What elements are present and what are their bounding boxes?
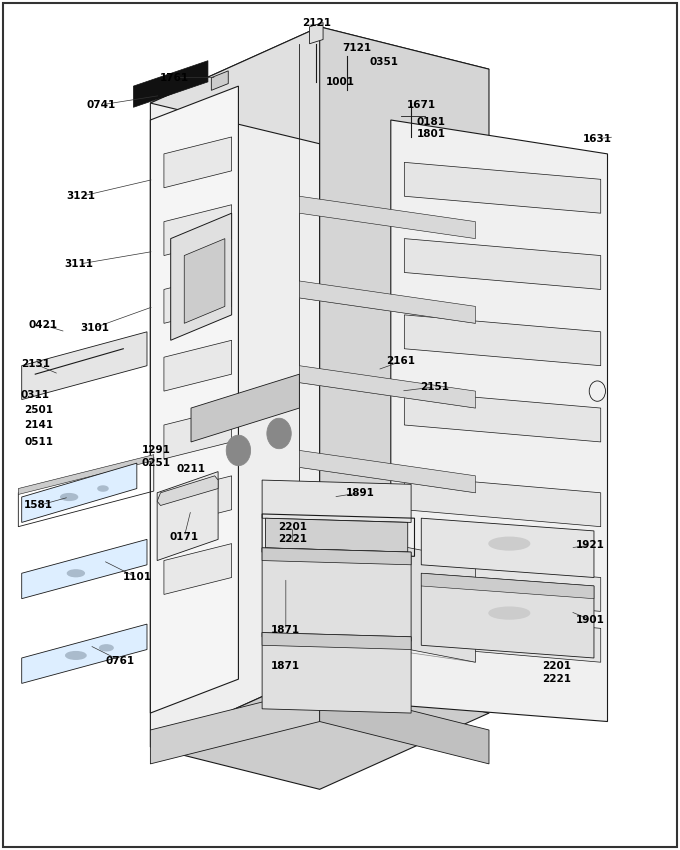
Polygon shape [405, 239, 600, 290]
Text: 1291: 1291 [141, 445, 170, 456]
Text: 1001: 1001 [326, 76, 354, 87]
Text: 7121: 7121 [342, 43, 371, 53]
Polygon shape [133, 60, 208, 107]
Polygon shape [150, 27, 320, 747]
Text: 1901: 1901 [576, 615, 605, 625]
Polygon shape [422, 518, 594, 577]
Ellipse shape [98, 486, 108, 491]
Polygon shape [262, 632, 411, 713]
Polygon shape [150, 27, 489, 145]
Ellipse shape [99, 645, 113, 651]
Text: 0311: 0311 [21, 390, 50, 400]
Text: 2131: 2131 [21, 359, 50, 369]
Text: 0181: 0181 [417, 116, 446, 127]
Text: 1871: 1871 [271, 625, 301, 635]
Ellipse shape [489, 607, 530, 619]
Polygon shape [22, 332, 147, 400]
Text: 1871: 1871 [271, 661, 301, 672]
Polygon shape [191, 374, 299, 442]
Polygon shape [422, 573, 594, 598]
Polygon shape [211, 71, 228, 90]
Polygon shape [164, 205, 232, 256]
Polygon shape [22, 624, 147, 683]
Text: 0211: 0211 [177, 464, 205, 474]
Polygon shape [265, 518, 408, 552]
Circle shape [267, 418, 291, 449]
Polygon shape [164, 273, 232, 323]
Polygon shape [262, 480, 411, 523]
Text: 1631: 1631 [583, 133, 612, 144]
Polygon shape [150, 671, 489, 790]
Polygon shape [164, 340, 232, 391]
Polygon shape [262, 548, 411, 641]
Polygon shape [299, 281, 475, 323]
Polygon shape [262, 548, 411, 564]
Text: 0171: 0171 [170, 532, 199, 541]
Polygon shape [405, 314, 600, 366]
Text: 0761: 0761 [105, 655, 135, 666]
Text: 0421: 0421 [29, 320, 58, 330]
Polygon shape [164, 408, 232, 459]
Polygon shape [299, 366, 475, 408]
Polygon shape [22, 540, 147, 598]
Polygon shape [320, 27, 489, 713]
Ellipse shape [67, 570, 84, 576]
Text: 2161: 2161 [386, 356, 415, 366]
Polygon shape [422, 573, 594, 658]
Text: 1761: 1761 [160, 72, 188, 82]
Polygon shape [405, 611, 600, 662]
Text: 3111: 3111 [65, 259, 94, 269]
Polygon shape [22, 463, 137, 523]
Text: 1581: 1581 [24, 501, 53, 511]
Text: 2121: 2121 [302, 18, 330, 27]
Ellipse shape [66, 652, 86, 660]
Polygon shape [405, 476, 600, 527]
Ellipse shape [489, 537, 530, 550]
Polygon shape [309, 23, 323, 43]
Text: 1921: 1921 [576, 541, 605, 550]
Text: 0511: 0511 [24, 437, 53, 447]
Text: 2201: 2201 [278, 522, 307, 531]
Circle shape [226, 435, 251, 466]
Polygon shape [164, 544, 232, 594]
Polygon shape [184, 239, 225, 323]
Polygon shape [405, 391, 600, 442]
Polygon shape [299, 527, 475, 662]
Polygon shape [299, 196, 475, 239]
Text: 2201: 2201 [542, 661, 571, 672]
Polygon shape [157, 476, 218, 506]
Text: 2221: 2221 [542, 674, 571, 684]
Polygon shape [150, 688, 320, 764]
Text: 3101: 3101 [80, 322, 109, 332]
Text: 2221: 2221 [278, 535, 307, 544]
Polygon shape [405, 560, 600, 611]
Polygon shape [150, 86, 239, 713]
Text: 0741: 0741 [87, 99, 116, 110]
Polygon shape [171, 213, 232, 340]
Polygon shape [164, 476, 232, 527]
Text: 3121: 3121 [67, 191, 96, 201]
Text: 1891: 1891 [346, 488, 375, 498]
Polygon shape [164, 137, 232, 188]
Polygon shape [320, 688, 489, 764]
Polygon shape [262, 632, 411, 649]
Polygon shape [405, 162, 600, 213]
Text: 2501: 2501 [24, 405, 53, 415]
Text: 2151: 2151 [420, 382, 449, 392]
Text: 1101: 1101 [122, 573, 152, 582]
Text: 1671: 1671 [407, 99, 436, 110]
Text: 0251: 0251 [141, 458, 170, 468]
Polygon shape [391, 120, 607, 722]
Text: 0351: 0351 [369, 58, 398, 67]
Polygon shape [157, 472, 218, 560]
Text: 1801: 1801 [417, 129, 446, 139]
Ellipse shape [61, 494, 78, 501]
Polygon shape [18, 455, 154, 495]
Polygon shape [299, 450, 475, 493]
Text: 2141: 2141 [24, 420, 53, 430]
